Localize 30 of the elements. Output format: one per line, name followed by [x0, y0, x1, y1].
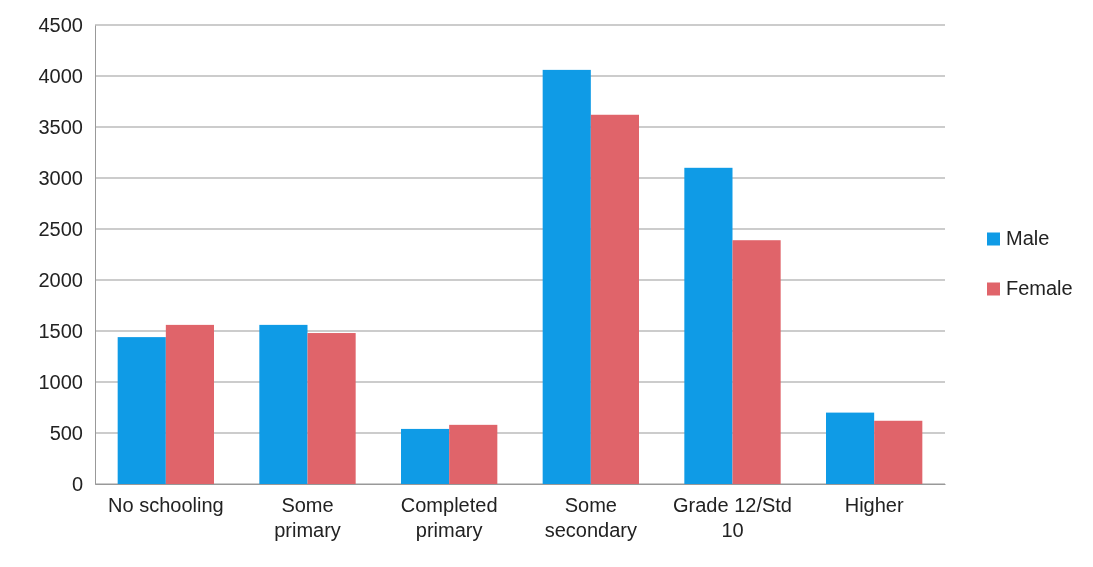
y-tick-label: 1000	[38, 370, 83, 393]
y-tick-label: 0	[71, 472, 83, 495]
bar	[732, 240, 781, 484]
bar	[401, 428, 450, 484]
x-tick-label: Some secondary	[544, 494, 637, 542]
x-tick-label: Grade 12/Std 10	[673, 494, 792, 542]
bar	[449, 424, 498, 484]
x-tick-label: Higher	[844, 494, 904, 517]
x-tick-label: No schooling	[108, 494, 224, 517]
x-tick-label: Some primary	[274, 494, 341, 542]
legend-label: Male	[1006, 226, 1050, 249]
bar	[117, 337, 166, 484]
bar	[307, 333, 356, 484]
y-tick-label: 1500	[38, 319, 83, 342]
y-tick-label: 4000	[38, 64, 83, 87]
bar	[165, 324, 214, 484]
bar	[826, 412, 875, 484]
bar	[590, 114, 639, 484]
y-tick-label: 2500	[38, 217, 83, 240]
y-tick-label: 2000	[38, 268, 83, 291]
bar	[684, 167, 733, 484]
x-tick-label: Completed primary	[400, 494, 498, 542]
y-tick-label: 3000	[38, 166, 83, 189]
legend-label: Female	[1006, 276, 1073, 299]
bar	[542, 69, 591, 484]
y-tick-label: 500	[49, 421, 83, 444]
bar	[874, 420, 923, 484]
y-tick-label: 4500	[38, 13, 83, 36]
y-tick-label: 3500	[38, 115, 83, 138]
bar	[259, 324, 308, 484]
